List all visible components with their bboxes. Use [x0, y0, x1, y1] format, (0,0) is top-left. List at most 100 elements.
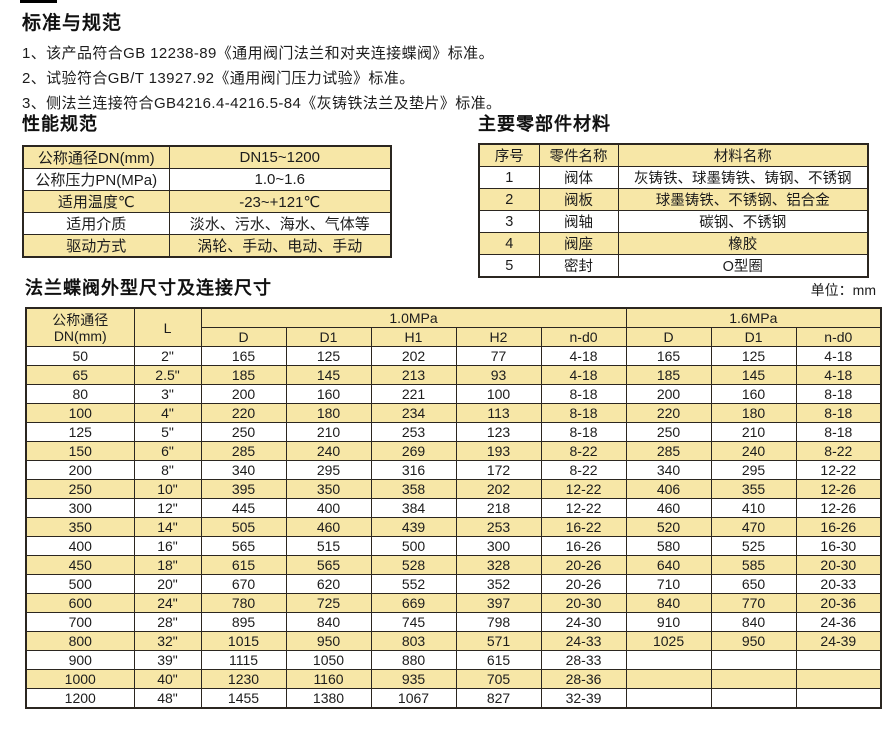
table-cell: 1200 [25, 688, 135, 709]
table-cell: 528 [370, 555, 457, 575]
dimensions-sub-header-row: D D1 H1 H2 n-d0 D D1 n-d0 [26, 327, 882, 347]
table-row: 驱动方式 涡轮、手动、电动、手动 [22, 234, 392, 258]
table-cell: 520 [625, 517, 712, 537]
table-row: 公称压力PN(MPa) 1.0~1.6 [22, 168, 392, 191]
table-cell: 669 [370, 593, 457, 613]
table-cell: 800 [25, 631, 135, 651]
table-cell: 20-26 [540, 555, 627, 575]
table-cell: 10" [133, 479, 202, 499]
table-row: 4 阀座 橡胶 [478, 232, 869, 255]
materials-header-row: 序号 零件名称 材料名称 [478, 143, 869, 167]
table-cell: 阀座 [538, 232, 619, 255]
table-cell: 250 [625, 422, 712, 442]
table-cell: O型圈 [617, 254, 869, 278]
table-cell: 80 [25, 384, 135, 404]
table-cell: 470 [710, 517, 797, 537]
table-cell: 20-30 [540, 593, 627, 613]
table-row: 800 32" 1015 950 803 571 24-33 1025 950 24-39 [25, 631, 882, 651]
table-cell [795, 688, 882, 709]
table-cell: 350 [25, 517, 135, 537]
table-cell: 950 [285, 631, 372, 651]
table-cell: 770 [710, 593, 797, 613]
table-cell: 200 [625, 384, 712, 404]
table-cell: 20-33 [795, 574, 882, 594]
performance-title: 性能规范 [22, 114, 98, 134]
table-cell: 40" [133, 669, 202, 689]
table-cell: 20-30 [795, 555, 882, 575]
table-cell: 4-18 [540, 346, 627, 366]
table-cell: 165 [200, 346, 287, 366]
dimensions-header: 法兰蝶阀外型尺寸及连接尺寸 单位：mm [25, 274, 880, 300]
table-cell: -23~+121℃ [168, 190, 392, 213]
materials-table: 序号 零件名称 材料名称 1 阀体 灰铸铁、球墨铸铁、铸钢、不锈钢 2 阀板 球墨铸铁、不… [478, 143, 869, 278]
column-header: H1 [370, 327, 457, 347]
table-cell: 620 [285, 574, 372, 594]
table-cell: 123 [455, 422, 542, 442]
table-cell: 12-26 [795, 479, 882, 499]
table-cell: 395 [200, 479, 287, 499]
table-cell: 公称通径DN(mm) [22, 145, 170, 169]
table-cell: 145 [285, 365, 372, 385]
table-row: 50 2" 165 125 202 77 4-18 165 125 4-18 [25, 346, 882, 366]
table-cell: 4-18 [540, 365, 627, 385]
table-row: 600 24" 780 725 669 397 20-30 840 770 20-36 [25, 593, 882, 613]
table-cell: 24-36 [795, 612, 882, 632]
table-cell: 160 [710, 384, 797, 404]
table-cell: 160 [285, 384, 372, 404]
table-cell: 316 [370, 460, 457, 480]
table-cell: 1050 [285, 650, 372, 670]
table-cell: 32" [133, 631, 202, 651]
table-cell: 565 [285, 555, 372, 575]
table-cell: 439 [370, 517, 457, 537]
table-row: 1000 40" 1230 1160 935 705 28-36 [25, 669, 882, 689]
table-cell: 400 [25, 536, 135, 556]
table-cell: 32-39 [540, 688, 627, 709]
table-cell: 12-22 [540, 479, 627, 499]
table-cell: 213 [370, 365, 457, 385]
table-cell: 阀体 [538, 166, 619, 189]
table-cell: 240 [710, 441, 797, 461]
table-row: 80 3" 200 160 221 100 8-18 200 160 8-18 [25, 384, 882, 404]
table-cell: 12-26 [795, 498, 882, 518]
table-cell [710, 650, 797, 670]
table-row: 5 密封 O型圈 [478, 254, 869, 278]
table-cell: 406 [625, 479, 712, 499]
table-cell: 269 [370, 441, 457, 461]
table-cell: 615 [200, 555, 287, 575]
table-cell: 253 [370, 422, 457, 442]
table-row: 125 5" 250 210 253 123 8-18 250 210 8-18 [25, 422, 882, 442]
table-cell: 16-26 [795, 517, 882, 537]
table-cell: 500 [25, 574, 135, 594]
column-group-1-0mpa: 1.0MPa [200, 307, 627, 328]
table-cell: 295 [285, 460, 372, 480]
table-cell: 8" [133, 460, 202, 480]
materials-table-body: 1 阀体 灰铸铁、球墨铸铁、铸钢、不锈钢 2 阀板 球墨铸铁、不锈钢、铝合金 3 阀轴 碳钢、不… [478, 166, 869, 278]
table-cell: 驱动方式 [22, 234, 170, 258]
table-cell: 505 [200, 517, 287, 537]
table-cell: 8-22 [540, 441, 627, 461]
table-cell: 218 [455, 498, 542, 518]
table-cell [795, 650, 882, 670]
column-header: D [625, 327, 712, 347]
table-cell: 8-18 [795, 384, 882, 404]
table-row: 250 10" 395 350 358 202 12-22 406 355 12-26 [25, 479, 882, 499]
table-cell: 880 [370, 650, 457, 670]
table-cell: 16-26 [540, 536, 627, 556]
table-cell: 适用介质 [22, 212, 170, 235]
table-cell: 745 [370, 612, 457, 632]
table-cell: 798 [455, 612, 542, 632]
table-cell: 355 [710, 479, 797, 499]
table-row: 200 8" 340 295 316 172 8-22 340 295 12-22 [25, 460, 882, 480]
table-cell: 525 [710, 536, 797, 556]
table-cell: 295 [710, 460, 797, 480]
table-cell: 193 [455, 441, 542, 461]
table-cell: 碳钢、不锈钢 [617, 210, 869, 233]
standards-title: 标准与规范 [22, 13, 123, 34]
table-cell: 200 [25, 460, 135, 480]
table-cell: 3 [478, 210, 540, 233]
table-cell: 300 [455, 536, 542, 556]
table-cell: 221 [370, 384, 457, 404]
table-cell: 24-39 [795, 631, 882, 651]
table-cell: 2 [478, 188, 540, 211]
